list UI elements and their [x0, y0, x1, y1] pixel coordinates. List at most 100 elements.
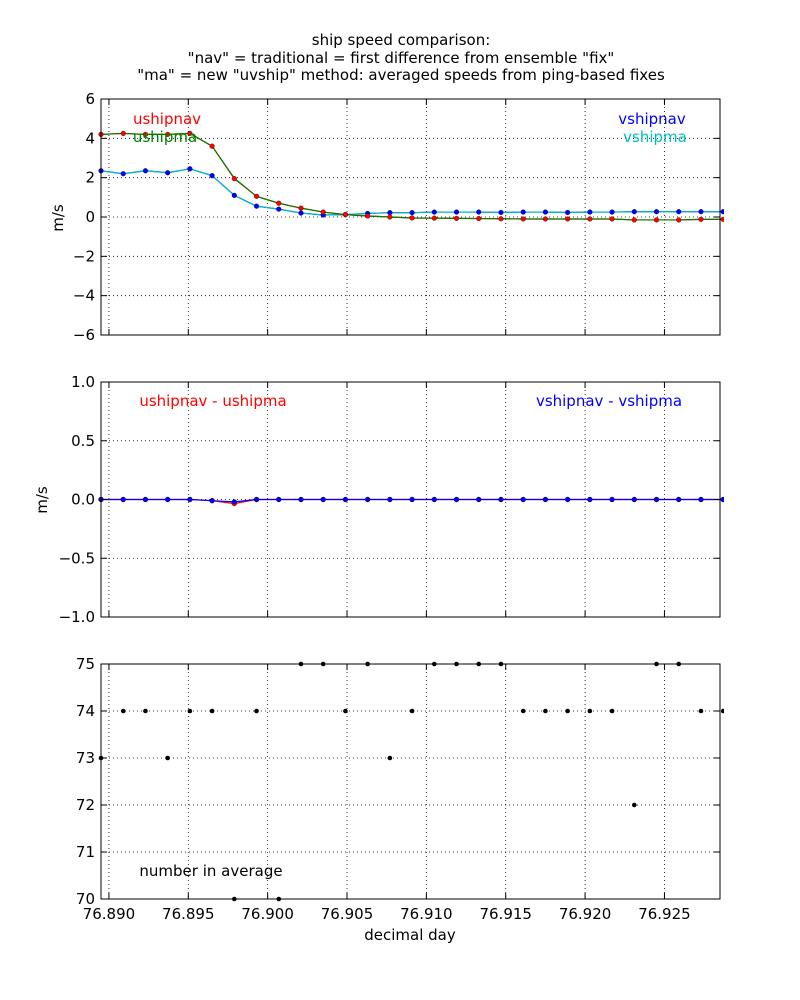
count-panel-y-ticks: 75 74 73 72 71 70	[76, 655, 720, 908]
count-point	[120, 708, 126, 714]
count-panel-x-ticks: 76.890 76.895 76.900 76.905 76.910 76.915 76.9…	[83, 664, 691, 923]
point-vshipnav-vshipma	[431, 496, 437, 503]
point-vshipnav	[653, 209, 660, 215]
y-tick-label: −6	[73, 326, 95, 344]
point-vshipnav	[187, 166, 193, 172]
y-tick-label: −4	[73, 287, 95, 305]
point-vshipnav	[498, 209, 504, 216]
figure-title-line-2: "nav" = traditional = first difference f…	[188, 49, 615, 67]
count-point	[143, 708, 148, 714]
point-vshipnav	[298, 210, 304, 216]
point-vshipnav-vshipma	[453, 496, 460, 503]
point-ushipnav	[276, 200, 282, 206]
y-tick-label: 4	[85, 129, 95, 147]
point-vshipnav-vshipma	[165, 496, 171, 503]
point-vshipnav	[142, 168, 148, 174]
point-vshipnav-vshipma	[231, 499, 237, 505]
point-ushipnav	[142, 131, 148, 137]
point-ushipnav	[231, 176, 237, 182]
figure-title-line-3: "ma" = new "uvship" method: averaged spe…	[137, 66, 665, 84]
point-ushipnav	[587, 216, 593, 222]
count-point	[165, 755, 170, 761]
count-point	[587, 708, 593, 714]
difference-panel-series	[98, 496, 724, 507]
speed-panel: 6 4 2 0 −2 −4 −6 m/s ushipnav ushipma vshipnav…	[49, 90, 724, 344]
legend-vshipma: vshipma	[623, 128, 687, 146]
point-vshipnav-vshipma	[253, 496, 260, 503]
count-point	[409, 708, 415, 714]
count-point	[209, 708, 215, 714]
point-ushipnav	[431, 215, 437, 221]
count-point	[609, 708, 615, 714]
point-ushipnav	[520, 216, 526, 222]
point-vshipnav	[387, 210, 393, 216]
count-point	[520, 708, 526, 714]
point-vshipnav-vshipma	[653, 496, 660, 503]
point-ushipnav	[165, 131, 171, 137]
y-tick-label: 0.0	[71, 491, 95, 509]
x-tick-label: 76.890	[83, 905, 136, 923]
point-vshipnav	[476, 209, 482, 215]
point-vshipnav-vshipma	[409, 496, 415, 503]
point-ushipnav	[720, 216, 724, 222]
point-vshipnav	[676, 209, 682, 215]
point-ushipnav	[476, 216, 482, 222]
point-ushipnav	[187, 130, 193, 136]
point-vshipnav-vshipma	[298, 496, 304, 503]
point-vshipnav	[698, 209, 704, 215]
x-tick-label: 76.910	[400, 905, 453, 923]
difference-panel-x-ticks	[108, 382, 665, 617]
point-vshipnav-vshipma	[142, 496, 148, 503]
point-vshipnav-vshipma	[520, 496, 526, 503]
point-vshipnav	[520, 209, 526, 215]
point-ushipnav	[320, 209, 326, 215]
point-vshipnav	[631, 209, 637, 215]
legend-vshipnav: vshipnav	[618, 110, 686, 128]
point-vshipnav	[253, 203, 260, 209]
figure-title-line-1: ship speed comparison:	[312, 31, 491, 49]
point-vshipnav	[231, 192, 237, 198]
point-vshipnav-vshipma	[365, 496, 371, 503]
count-point	[254, 708, 259, 714]
point-vshipnav	[276, 206, 282, 212]
point-ushipnav	[542, 216, 548, 222]
y-tick-label: 2	[85, 169, 95, 187]
count-point	[565, 708, 570, 714]
point-vshipnav-vshipma	[631, 496, 637, 503]
point-ushipnav	[698, 216, 704, 222]
legend-v-difference: vshipnav - vshipma	[536, 392, 682, 410]
point-ushipnav	[387, 214, 393, 220]
y-tick-label: 75	[76, 655, 95, 673]
difference-panel-y-label: m/s	[33, 486, 51, 514]
x-tick-label: 76.905	[321, 905, 374, 923]
x-tick-label: 76.925	[638, 905, 691, 923]
point-vshipnav-vshipma	[587, 496, 593, 503]
legend-ushipma: ushipma	[133, 128, 197, 146]
point-vshipnav-vshipma	[342, 496, 348, 503]
count-point	[387, 755, 393, 761]
speed-panel-series	[98, 130, 724, 223]
x-tick-label: 76.900	[241, 905, 294, 923]
y-tick-label: −1.0	[59, 608, 95, 626]
x-tick-label: 76.920	[559, 905, 612, 923]
count-point	[187, 708, 193, 714]
point-vshipnav	[453, 209, 460, 215]
point-vshipnav-vshipma	[276, 496, 282, 503]
difference-panel: 1.0 0.5 0.0 −0.5 −1.0 m/s ushipnav - ushipma…	[33, 373, 724, 626]
point-vshipnav-vshipma	[565, 496, 571, 503]
point-ushipnav	[609, 216, 615, 222]
point-vshipnav	[587, 209, 593, 215]
speed-panel-y-label: m/s	[49, 204, 67, 232]
point-ushipnav	[409, 215, 415, 221]
point-vshipnav	[609, 209, 615, 215]
y-tick-label: 0.5	[71, 432, 95, 450]
point-vshipnav	[565, 209, 571, 216]
point-vshipnav-vshipma	[720, 496, 724, 503]
point-ushipnav	[209, 143, 215, 149]
point-vshipnav-vshipma	[498, 496, 504, 503]
y-tick-label: 73	[76, 749, 95, 767]
point-vshipnav-vshipma	[120, 496, 126, 503]
y-tick-label: 70	[76, 890, 95, 908]
point-vshipnav-vshipma	[187, 496, 193, 503]
